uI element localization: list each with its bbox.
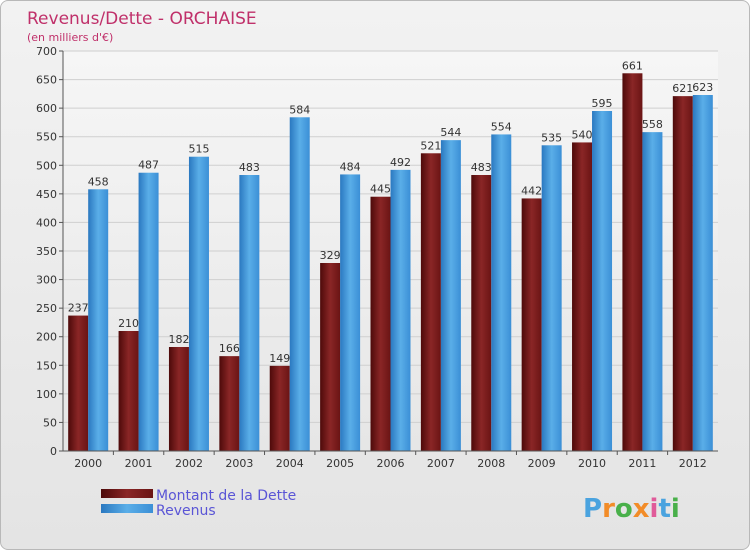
data-label-dette: 661 xyxy=(622,59,643,72)
bar-dette xyxy=(370,196,391,451)
x-tick-label: 2005 xyxy=(326,457,354,470)
logo-letter: i xyxy=(671,494,680,524)
data-label-dette: 210 xyxy=(118,317,139,330)
data-label-dette: 442 xyxy=(521,184,542,197)
chart-subtitle: (en milliers d'€) xyxy=(27,31,113,44)
legend-swatch-dette xyxy=(101,489,153,498)
bar-dette xyxy=(521,198,542,451)
data-label-dette: 521 xyxy=(420,139,441,152)
bar-dette xyxy=(269,365,290,451)
bar-dette xyxy=(572,142,593,451)
data-label-revenus: 535 xyxy=(541,131,562,144)
data-label-dette: 149 xyxy=(269,352,290,365)
data-label-revenus: 487 xyxy=(138,159,159,172)
data-label-revenus: 554 xyxy=(491,120,512,133)
x-tick-label: 2006 xyxy=(377,457,405,470)
y-tick-label: 600 xyxy=(36,102,57,115)
logo-letter: P xyxy=(583,494,602,524)
bar-dette xyxy=(672,96,693,452)
data-label-revenus: 584 xyxy=(289,103,310,116)
logo-letter: o xyxy=(615,494,633,524)
x-tick-label: 2001 xyxy=(125,457,153,470)
data-label-revenus: 595 xyxy=(592,97,613,110)
y-tick-label: 700 xyxy=(36,45,57,58)
data-label-revenus: 492 xyxy=(390,156,411,169)
bar-dette xyxy=(320,263,341,451)
chart-title: Revenus/Dette - ORCHAISE xyxy=(27,9,257,29)
data-label-dette: 621 xyxy=(672,82,693,95)
bar-revenus xyxy=(239,175,260,451)
bar-revenus xyxy=(188,156,209,451)
logo-letter: i xyxy=(650,494,659,524)
data-label-revenus: 515 xyxy=(188,143,209,156)
data-label-dette: 329 xyxy=(320,249,341,262)
y-tick-label: 100 xyxy=(36,388,57,401)
legend-label-revenus: Revenus xyxy=(156,503,216,519)
bar-revenus xyxy=(692,95,713,451)
x-tick-label: 2012 xyxy=(679,457,707,470)
bar-revenus xyxy=(491,134,512,451)
data-label-dette: 540 xyxy=(572,128,593,141)
bar-dette xyxy=(168,347,189,451)
bar-revenus xyxy=(390,169,411,451)
y-tick-label: 550 xyxy=(36,131,57,144)
bar-dette xyxy=(118,331,139,451)
y-tick-label: 0 xyxy=(50,445,57,458)
data-label-revenus: 483 xyxy=(239,161,260,174)
y-tick-label: 650 xyxy=(36,74,57,87)
y-tick-label: 200 xyxy=(36,331,57,344)
x-tick-label: 2002 xyxy=(175,457,203,470)
bar-revenus xyxy=(440,140,461,451)
y-tick-label: 250 xyxy=(36,302,57,315)
data-label-revenus: 458 xyxy=(88,175,109,188)
bar-revenus xyxy=(340,174,361,451)
logo-letter: t xyxy=(658,494,670,524)
legend: Montant de la Dette Revenus xyxy=(101,488,296,519)
data-label-dette: 237 xyxy=(68,302,89,315)
bar-revenus xyxy=(642,132,663,451)
x-tick-label: 2007 xyxy=(427,457,455,470)
y-tick-label: 300 xyxy=(36,274,57,287)
bar-dette xyxy=(68,315,89,451)
legend-swatch-revenus xyxy=(101,504,153,513)
data-label-revenus: 484 xyxy=(340,160,361,173)
bar-dette xyxy=(622,73,643,452)
legend-label-dette: Montant de la Dette xyxy=(156,488,296,504)
y-tick-label: 150 xyxy=(36,359,57,372)
bar-dette xyxy=(219,356,240,451)
data-label-revenus: 623 xyxy=(692,81,713,94)
y-tick-label: 50 xyxy=(43,416,57,429)
bar-revenus xyxy=(138,172,159,451)
data-label-dette: 445 xyxy=(370,183,391,196)
bar-revenus xyxy=(592,111,613,451)
x-tick-label: 2000 xyxy=(74,457,102,470)
x-tick-label: 2008 xyxy=(477,457,505,470)
data-label-dette: 182 xyxy=(168,333,189,346)
y-tick-label: 500 xyxy=(36,159,57,172)
bar-dette xyxy=(420,153,441,452)
proxiti-logo: Proxiti xyxy=(583,494,680,524)
y-tick-label: 450 xyxy=(36,188,57,201)
logo-letter: x xyxy=(633,494,650,524)
bar-dette xyxy=(471,175,492,451)
x-tick-label: 2004 xyxy=(276,457,304,470)
x-tick-label: 2003 xyxy=(225,457,253,470)
data-label-revenus: 544 xyxy=(440,126,461,139)
x-tick-label: 2010 xyxy=(578,457,606,470)
bar-revenus xyxy=(289,117,310,452)
bar-revenus xyxy=(541,145,562,452)
y-tick-label: 400 xyxy=(36,216,57,229)
data-label-dette: 483 xyxy=(471,161,492,174)
data-label-revenus: 558 xyxy=(642,118,663,131)
x-tick-label: 2009 xyxy=(528,457,556,470)
logo-letter: r xyxy=(602,494,615,524)
bar-revenus xyxy=(88,189,109,452)
y-tick-label: 350 xyxy=(36,245,57,258)
data-label-dette: 166 xyxy=(219,342,240,355)
x-tick-label: 2011 xyxy=(628,457,656,470)
